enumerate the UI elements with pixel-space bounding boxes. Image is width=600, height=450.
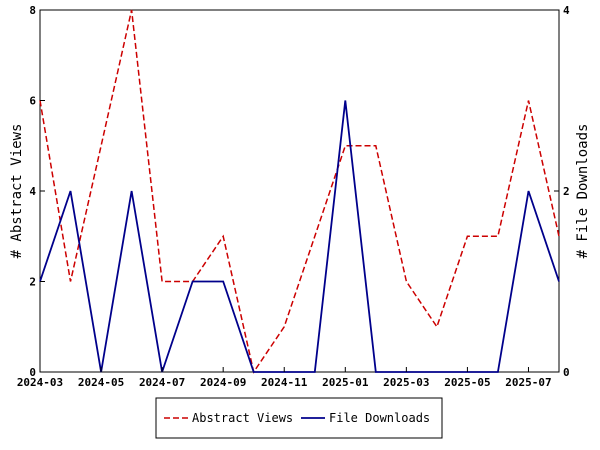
- y-axis-title: # Abstract Views: [9, 124, 25, 259]
- legend: Abstract Views File Downloads: [155, 397, 443, 439]
- series-line-abstract-views: [39, 9, 560, 374]
- plot-frame: [39, 9, 560, 373]
- series-line-file-downloads: [39, 100, 560, 373]
- x-tick-label: 2025-03: [383, 376, 429, 389]
- legend-label: Abstract Views: [192, 411, 293, 425]
- x-tick-label: 2025-05: [444, 376, 490, 389]
- x-tick-label: 2024-09: [200, 376, 246, 389]
- x-tick-label: 2025-01: [322, 376, 369, 389]
- x-tick-label: 2025-07: [505, 376, 551, 389]
- series-layer: [39, 9, 560, 374]
- x-tick-label: 2024-11: [261, 376, 308, 389]
- y2-tick-label: 4: [563, 4, 570, 17]
- axes: [39, 9, 560, 373]
- legend-box: [155, 397, 443, 439]
- x-tick-label: 2024-07: [139, 376, 185, 389]
- ticks-layer: 2024-03 2024-05 2024-07 2024-09 2024-11 2025-…: [17, 4, 570, 389]
- x-tick-label: 2024-03: [17, 376, 63, 389]
- y-tick-label: 8: [29, 4, 36, 17]
- y-tick-label: 4: [29, 185, 36, 198]
- y-tick-label: 2: [29, 276, 36, 289]
- y2-axis-title: # File Downloads: [575, 124, 591, 259]
- legend-label: File Downloads: [329, 411, 430, 425]
- y2-tick-label: 2: [563, 185, 570, 198]
- y2-tick-label: 0: [563, 366, 570, 379]
- x-tick-label: 2024-05: [78, 376, 124, 389]
- y-tick-label: 6: [29, 95, 36, 108]
- y-tick-label: 0: [29, 366, 36, 379]
